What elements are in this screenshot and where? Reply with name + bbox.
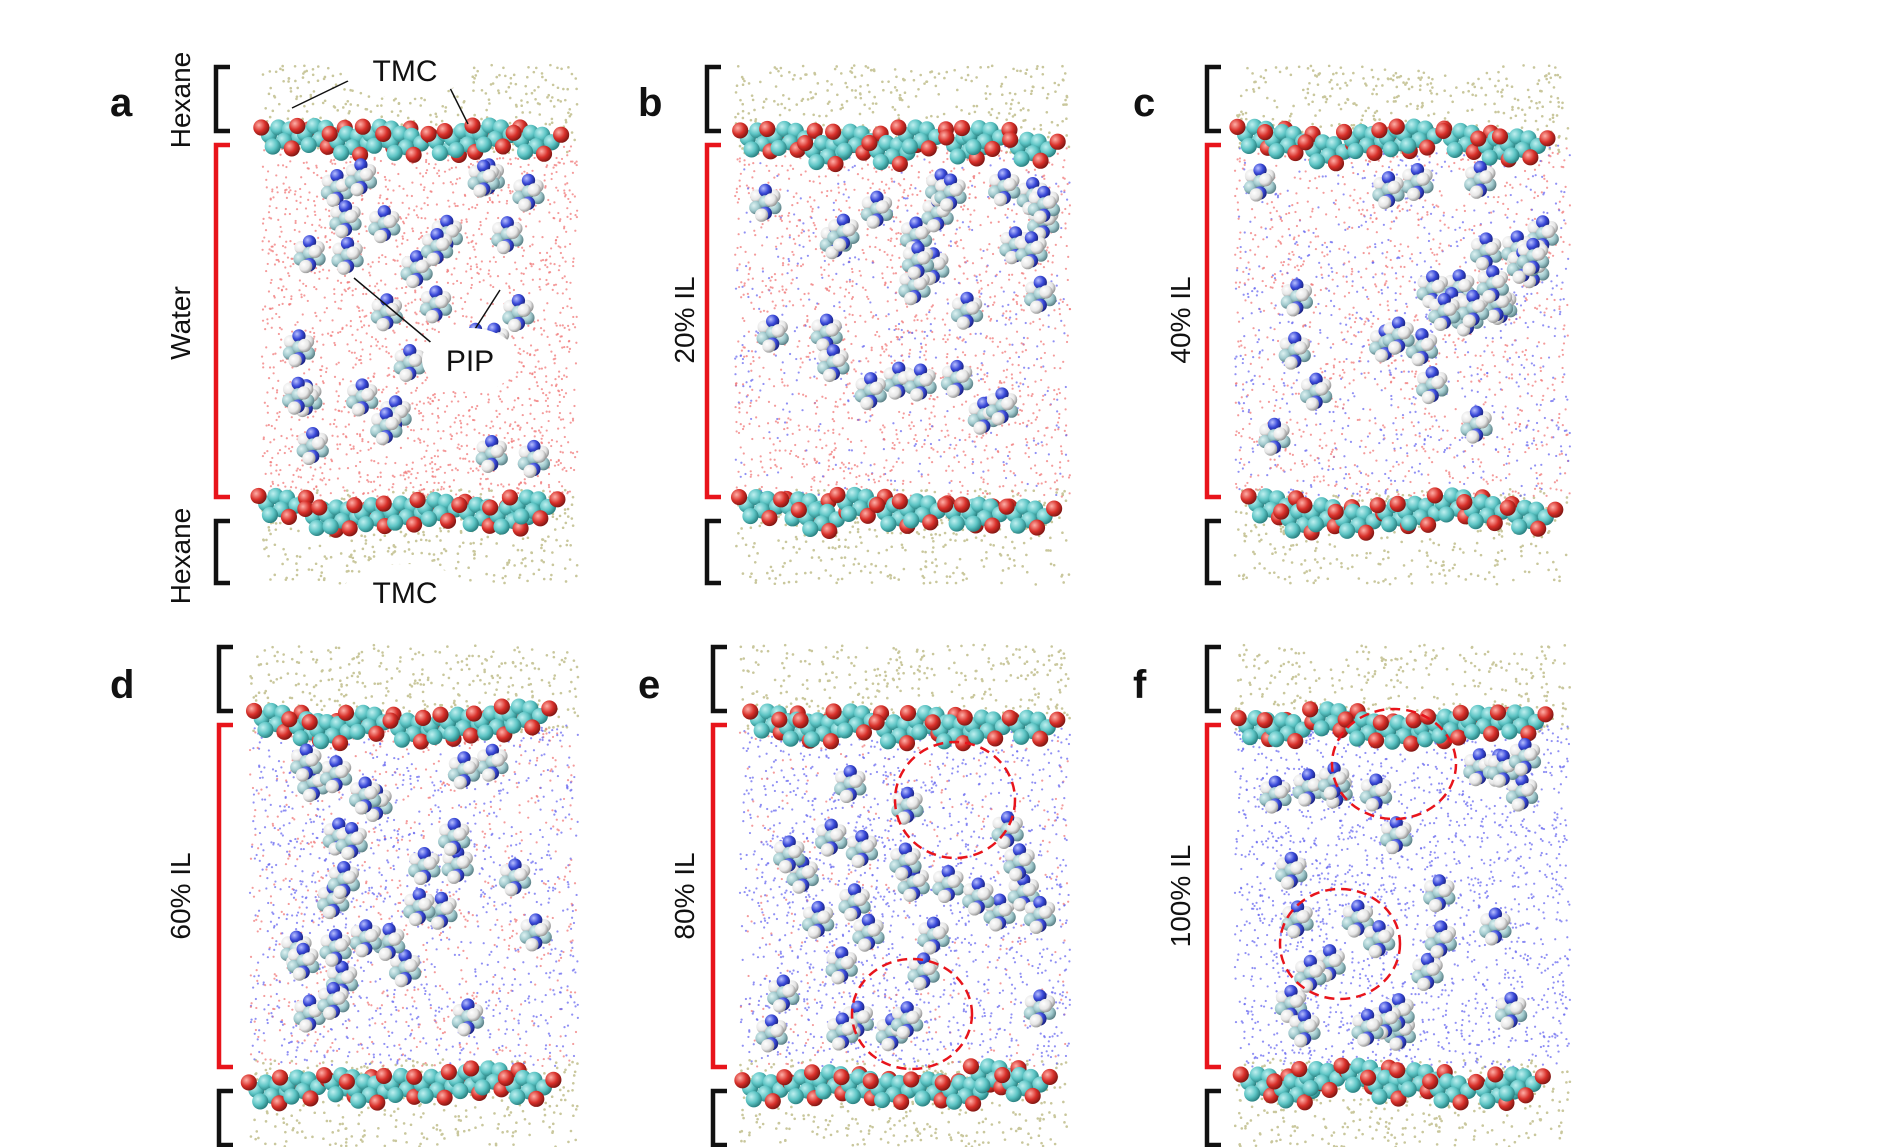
annotation-tmc-bottom: TMC <box>373 577 438 610</box>
panel-a-annotations <box>291 42 518 620</box>
panel-letter-e: e <box>638 663 660 707</box>
panel-e <box>710 643 1071 1147</box>
panel-f <box>1204 643 1572 1147</box>
cluster-circle <box>1278 887 1402 1001</box>
label-100-il: 100% IL <box>1165 845 1196 948</box>
panel-a <box>213 63 579 586</box>
panel-letter-c: c <box>1133 81 1155 125</box>
cluster-circle <box>850 957 974 1071</box>
label-60-il: 60% IL <box>165 852 196 939</box>
annotation-tmc-top: TMC <box>373 55 438 88</box>
label-80-il: 80% IL <box>669 852 700 939</box>
panel-d <box>216 643 580 1147</box>
panel-letter-f: f <box>1133 663 1147 707</box>
label-40-il: 40% IL <box>1165 276 1196 363</box>
label-20-il: 20% IL <box>669 276 700 363</box>
panel-b <box>704 64 1072 586</box>
panel-letter-d: d <box>110 663 134 707</box>
annotation-pip: PIP <box>446 345 494 378</box>
panel-letter-a: a <box>110 81 133 125</box>
cluster-circle <box>893 740 1017 860</box>
cluster-circle <box>1330 707 1458 821</box>
panel-c <box>1204 64 1572 586</box>
label-hexane-top: Hexane <box>165 52 196 149</box>
label-hexane-bottom: Hexane <box>165 508 196 605</box>
panel-letter-b: b <box>638 81 662 125</box>
label-water: Water <box>165 286 196 360</box>
